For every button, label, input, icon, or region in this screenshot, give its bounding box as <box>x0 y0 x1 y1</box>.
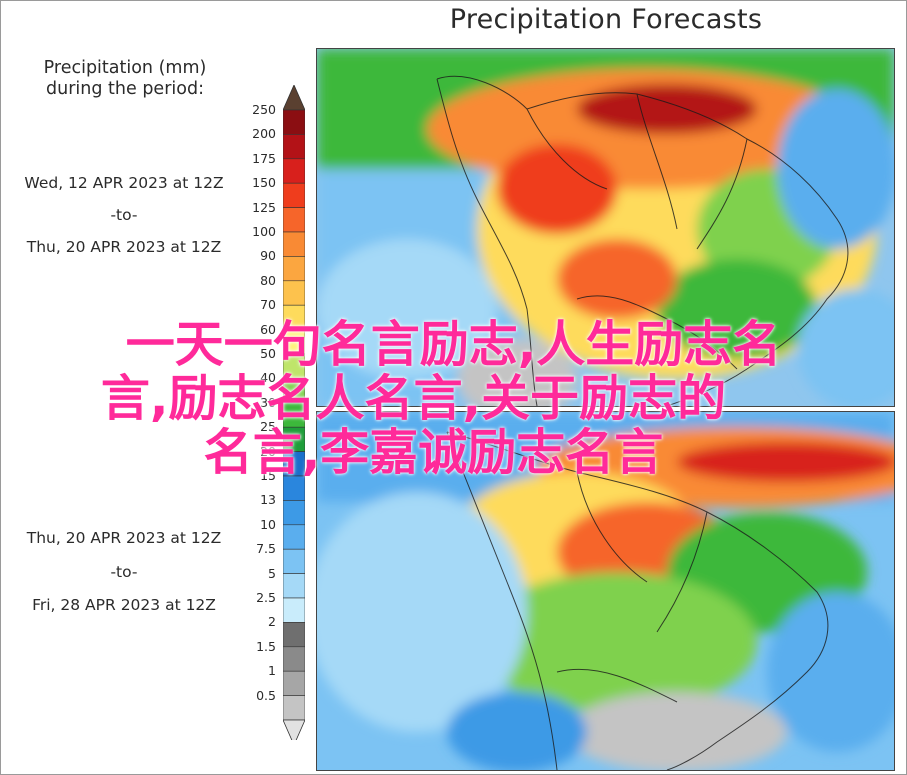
precip-map-upper <box>317 49 894 406</box>
colorbar-swatch <box>283 524 305 550</box>
colorbar-bottom-arrow <box>283 719 305 740</box>
colorbar-swatch <box>283 548 305 574</box>
colorbar-swatch <box>283 158 305 184</box>
colorbar-tick-label: 30 <box>260 394 276 410</box>
colorbar-tick-label: 50 <box>260 346 276 361</box>
panel2-start-date: Thu, 20 APR 2023 at 12Z <box>26 529 222 547</box>
legend-title: Precipitation (mm) during the period: <box>0 58 250 100</box>
colorbar-swatch <box>283 256 305 282</box>
panel1-start-date: Wed, 12 APR 2023 at 12Z <box>24 174 224 192</box>
colorbar-tick-label: 70 <box>260 297 276 313</box>
colorbar-tick-label: 60 <box>260 321 276 337</box>
colorbar-tick-label: 200 <box>252 126 276 142</box>
colorbar-tick-label: 1 <box>268 663 276 679</box>
colorbar-tick-label: 2.5 <box>256 590 276 605</box>
colorbar <box>283 85 305 740</box>
colorbar-tick-label: 20 <box>260 443 276 459</box>
colorbar-tick-label: 40 <box>260 370 276 386</box>
colorbar-tick-label: 175 <box>252 150 276 166</box>
colorbar-top-arrow <box>283 85 305 111</box>
colorbar-swatch <box>283 182 305 208</box>
colorbar-tick-label: 1.5 <box>256 638 276 654</box>
colorbar-tick-label: 7.5 <box>256 541 276 557</box>
panel2-end-date: Fri, 28 APR 2023 at 12Z <box>32 596 216 614</box>
colorbar-tick-label: 13 <box>260 492 276 508</box>
colorbar-swatch <box>283 670 305 696</box>
colorbar-tick-label: 2 <box>268 614 276 630</box>
colorbar-swatch <box>283 207 305 233</box>
colorbar-swatch <box>283 622 305 648</box>
colorbar-swatch <box>283 134 305 160</box>
colorbar-swatch <box>283 231 305 257</box>
overlay-text-line1: 一天一句名言励志,人生励志名 <box>125 316 782 373</box>
legend-title-line1: Precipitation (mm) <box>43 58 207 78</box>
panel2-separator: -to- <box>110 563 138 581</box>
colorbar-tick-label: 100 <box>252 224 276 239</box>
colorbar-swatch <box>283 573 305 599</box>
precip-map-lower <box>317 412 894 770</box>
colorbar-swatch <box>283 597 305 623</box>
colorbar-swatch <box>283 695 305 721</box>
colorbar-swatch <box>283 500 305 526</box>
colorbar-tick-label: 150 <box>252 175 276 191</box>
map-panel-upper <box>316 48 895 407</box>
colorbar-tick-label: 80 <box>260 272 276 288</box>
colorbar-swatch <box>283 646 305 672</box>
colorbar-swatch <box>283 109 305 135</box>
colorbar-tick-label: 25 <box>260 419 276 435</box>
figure-title: Precipitation Forecasts <box>449 4 763 35</box>
colorbar-swatch <box>283 280 305 306</box>
colorbar-tick-label: 10 <box>260 516 276 532</box>
colorbar-tick-label: 125 <box>252 199 276 215</box>
legend-title-line2: during the period: <box>46 79 204 99</box>
colorbar-tick-label: 0.5 <box>256 687 276 703</box>
colorbar-tick-label: 90 <box>260 248 276 264</box>
overlay-text-line2: 言,励志名人名言,关于励志的 <box>100 370 727 427</box>
map-panel-lower <box>316 411 895 771</box>
colorbar-tick-label: 5 <box>268 565 276 581</box>
panel1-end-date: Thu, 20 APR 2023 at 12Z <box>26 238 222 256</box>
overlay-text-line3: 名言,李嘉诚励志名言 <box>203 424 664 481</box>
panel1-separator: -to- <box>110 206 138 224</box>
colorbar-tick-label: 250 <box>252 102 276 117</box>
colorbar-tick-label: 15 <box>260 468 276 483</box>
